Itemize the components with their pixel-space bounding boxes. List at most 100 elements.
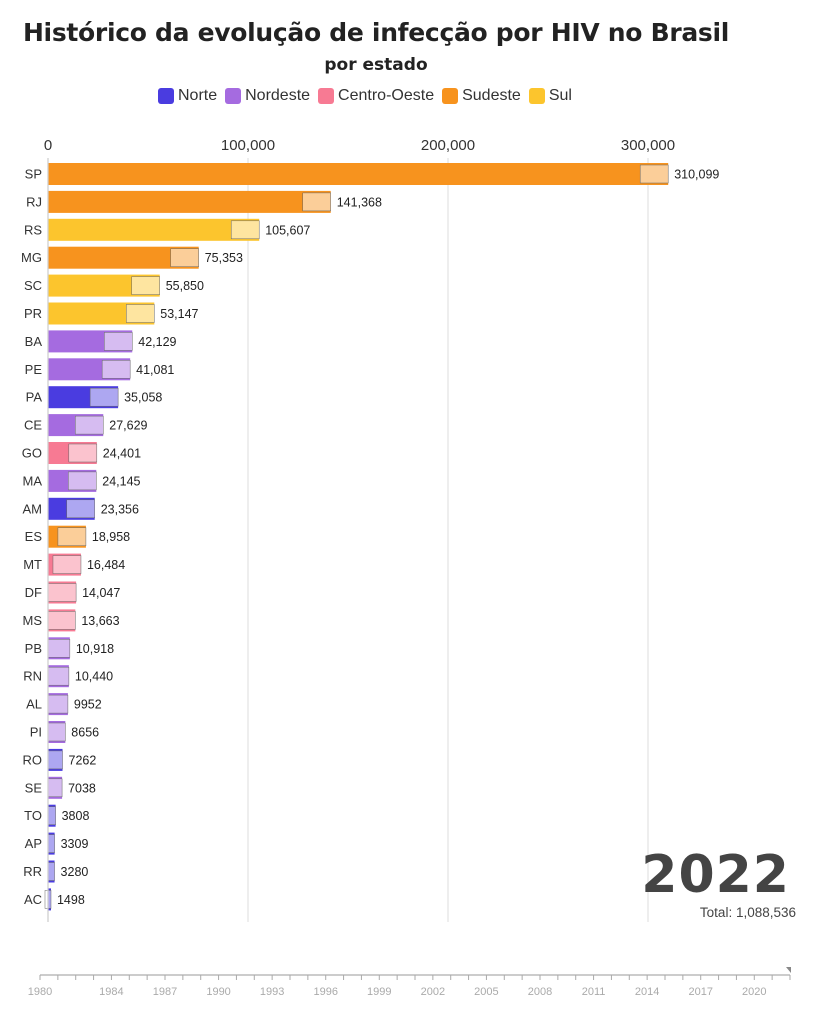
value-label: 1498 xyxy=(57,893,85,907)
category-label: MS xyxy=(23,613,43,628)
legend-label-sul: Sul xyxy=(548,87,572,104)
x-tick-label: 200,000 xyxy=(421,137,475,154)
state-flag-icon xyxy=(47,611,76,630)
legend-label-centro-oeste: Centro-Oeste xyxy=(338,87,435,104)
legend: Norte Nordeste Centro-Oeste Sudeste Sul xyxy=(158,87,572,105)
state-flag-icon xyxy=(89,387,119,407)
value-label: 55,850 xyxy=(166,279,204,293)
bar-rj xyxy=(48,190,331,213)
value-label: 10,918 xyxy=(76,642,114,656)
category-label: AC xyxy=(24,892,42,907)
timeline-year-label: 2002 xyxy=(421,986,445,998)
timeline-year-label: 1993 xyxy=(260,986,284,998)
state-flag-icon xyxy=(47,639,71,658)
state-flag-icon xyxy=(47,806,56,825)
timeline-year-label: 1984 xyxy=(99,986,123,998)
timeline-year-label: 1999 xyxy=(367,986,391,998)
category-label: BA xyxy=(25,334,43,349)
bar-chart: 0 100,000 200,000 300,000 SP 310,099 RJ 141,368… xyxy=(21,137,719,922)
value-label: 41,081 xyxy=(136,363,174,377)
chart-subtitle: por estado xyxy=(324,55,428,75)
state-flag-icon xyxy=(75,415,104,435)
value-label: 7038 xyxy=(68,781,96,795)
category-label: MG xyxy=(21,250,42,265)
timeline-year-label: 2020 xyxy=(742,986,766,998)
timeline-year-label: 1987 xyxy=(153,986,177,998)
state-flag-icon xyxy=(639,164,669,184)
value-label: 3808 xyxy=(62,809,90,823)
value-label: 8656 xyxy=(71,726,99,740)
bar-sp xyxy=(48,163,669,185)
timeline-year-label: 1980 xyxy=(28,986,52,998)
value-label: 35,058 xyxy=(124,391,162,405)
year-timeline[interactable]: 1980 1984 1987 1990 1993 1996 1999 2002 2005 2008… xyxy=(0,960,826,1010)
value-label: 24,145 xyxy=(102,474,140,488)
state-flag-icon xyxy=(66,499,95,519)
state-flag-icon xyxy=(230,220,260,240)
category-label: AM xyxy=(23,501,43,516)
state-flag-icon xyxy=(68,471,97,491)
category-label: MT xyxy=(23,557,42,572)
x-tick-label: 100,000 xyxy=(221,137,275,154)
category-label: RJ xyxy=(26,194,42,209)
timeline-year-label: 1990 xyxy=(206,986,230,998)
state-flag-icon xyxy=(52,555,82,574)
current-year-label: 2022 xyxy=(641,845,790,905)
timeline-handle-icon[interactable] xyxy=(786,967,791,973)
state-flag-icon xyxy=(57,527,87,546)
category-label: PR xyxy=(24,306,42,321)
category-label: RN xyxy=(23,669,42,684)
state-flag-icon xyxy=(170,248,199,267)
timeline-year-label: 2005 xyxy=(474,986,498,998)
category-label: RR xyxy=(23,864,42,879)
category-label: AL xyxy=(26,697,42,712)
timeline-year-label: 2011 xyxy=(582,986,606,998)
state-flag-icon xyxy=(47,778,63,798)
legend-item-sudeste: Sudeste xyxy=(442,87,521,105)
category-label: RS xyxy=(24,222,42,237)
x-tick-label: 0 xyxy=(44,137,52,154)
state-flag-icon xyxy=(47,722,66,742)
legend-label-nordeste: Nordeste xyxy=(245,87,311,104)
value-label: 105,607 xyxy=(265,223,310,237)
value-label: 24,401 xyxy=(103,447,141,461)
category-label: PB xyxy=(25,641,42,656)
bar-rs xyxy=(48,218,260,241)
category-label: MA xyxy=(23,473,43,488)
state-flag-icon xyxy=(101,360,131,379)
state-flag-icon xyxy=(47,750,63,770)
legend-swatch-nordeste xyxy=(225,88,242,104)
total-label: Total: 1,088,536 xyxy=(699,905,796,920)
value-label: 53,147 xyxy=(160,307,198,321)
category-label: PE xyxy=(25,362,43,377)
category-label: ES xyxy=(25,529,43,544)
legend-item-centro-oeste: Centro-Oeste xyxy=(318,87,434,105)
legend-swatch-centro-oeste xyxy=(318,88,335,104)
value-label: 9952 xyxy=(74,698,102,712)
legend-label-norte: Norte xyxy=(178,87,218,104)
state-flag-icon xyxy=(68,443,98,463)
legend-swatch-sudeste xyxy=(442,88,459,104)
value-label: 310,099 xyxy=(674,168,719,182)
value-label: 16,484 xyxy=(87,558,125,572)
state-flag-icon xyxy=(47,834,55,853)
state-flag-icon xyxy=(131,276,160,295)
category-label: CE xyxy=(24,418,42,433)
timeline-year-label: 2017 xyxy=(688,986,712,998)
value-label: 27,629 xyxy=(109,419,147,433)
timeline-year-label: 2008 xyxy=(528,986,552,998)
category-label: DF xyxy=(25,585,42,600)
legend-label-sudeste: Sudeste xyxy=(462,87,521,104)
value-label: 14,047 xyxy=(82,586,120,600)
category-label: PI xyxy=(30,725,42,740)
legend-item-sul: Sul xyxy=(528,87,572,105)
state-flag-icon xyxy=(47,862,55,881)
category-label: AP xyxy=(25,836,42,851)
value-label: 10,440 xyxy=(75,670,113,684)
category-label: SE xyxy=(25,780,43,795)
value-label: 3280 xyxy=(61,865,89,879)
bar-mg xyxy=(48,246,199,269)
state-flag-icon xyxy=(126,304,155,323)
x-tick-label: 300,000 xyxy=(621,137,675,154)
value-label: 18,958 xyxy=(92,530,130,544)
